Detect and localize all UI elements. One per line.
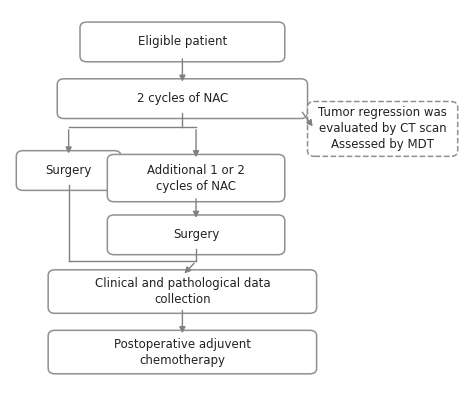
FancyBboxPatch shape — [80, 22, 285, 62]
FancyBboxPatch shape — [107, 215, 285, 255]
Text: Eligible patient: Eligible patient — [138, 35, 227, 48]
Text: Tumor regression was
evaluated by CT scan
Assessed by MDT: Tumor regression was evaluated by CT sca… — [318, 106, 447, 151]
Text: Postoperative adjuvent
chemotherapy: Postoperative adjuvent chemotherapy — [114, 338, 251, 366]
FancyBboxPatch shape — [48, 330, 317, 374]
FancyBboxPatch shape — [57, 79, 308, 119]
FancyBboxPatch shape — [48, 270, 317, 313]
Text: Clinical and pathological data
collection: Clinical and pathological data collectio… — [95, 277, 270, 306]
Text: Surgery: Surgery — [173, 229, 219, 241]
Text: 2 cycles of NAC: 2 cycles of NAC — [137, 92, 228, 105]
FancyBboxPatch shape — [16, 151, 121, 190]
Text: Surgery: Surgery — [46, 164, 92, 177]
Text: Additional 1 or 2
cycles of NAC: Additional 1 or 2 cycles of NAC — [147, 164, 245, 193]
FancyBboxPatch shape — [107, 154, 285, 202]
FancyBboxPatch shape — [308, 102, 458, 156]
